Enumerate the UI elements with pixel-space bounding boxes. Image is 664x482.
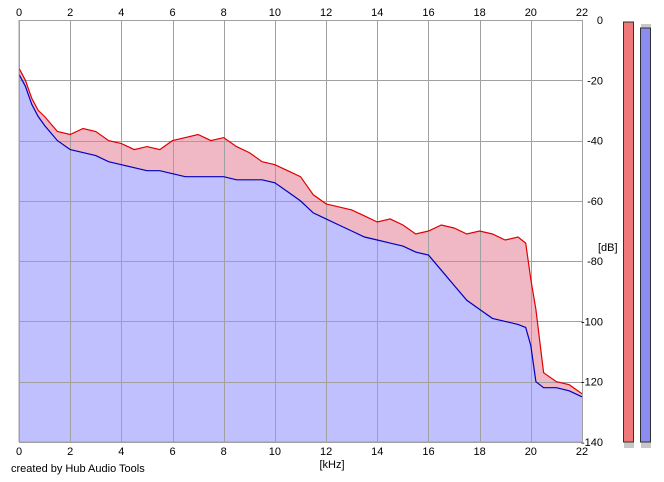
x-tick-label-top: 8 xyxy=(221,7,227,19)
x-tick-label-bottom: 10 xyxy=(269,446,281,458)
x-tick-label-bottom: 2 xyxy=(67,446,73,458)
x-tick-label-top: 14 xyxy=(371,7,383,19)
x-tick-label-bottom: 20 xyxy=(525,446,537,458)
x-tick-label-bottom: 8 xyxy=(221,446,227,458)
spectrum-fills xyxy=(19,68,582,443)
x-tick-label-bottom: 12 xyxy=(320,446,332,458)
level-meters xyxy=(623,21,651,448)
x-tick-label-bottom: 4 xyxy=(118,446,124,458)
series-2-line xyxy=(18,74,583,398)
x-tick-label-top: 22 xyxy=(576,7,588,19)
x-axis-label: [kHz] xyxy=(319,459,344,471)
y-tick-label: -60 xyxy=(587,196,603,208)
x-tick-label-top: 10 xyxy=(269,7,281,19)
y-tick-label: 0 xyxy=(597,15,603,27)
x-tick-label-top: 2 xyxy=(67,7,73,19)
x-tick-label-top: 0 xyxy=(16,7,22,19)
x-tick-label-top: 12 xyxy=(320,7,332,19)
y-tick-label: -100 xyxy=(581,316,603,328)
y-tick-label: -140 xyxy=(581,437,603,449)
x-tick-label-bottom: 22 xyxy=(576,446,588,458)
x-tick-label-top: 6 xyxy=(169,7,175,19)
x-tick-label-bottom: 18 xyxy=(474,446,486,458)
x-tick-label-top: 20 xyxy=(525,7,537,19)
series-1-line xyxy=(18,67,583,395)
level-meter-1-bar xyxy=(623,21,634,443)
x-tick-label-top: 16 xyxy=(422,7,434,19)
x-tick-label-bottom: 6 xyxy=(169,446,175,458)
y-tick-label: -20 xyxy=(587,75,603,87)
level-meter-2-bar xyxy=(640,27,651,443)
y-axis-label: [dB] xyxy=(598,242,618,254)
x-tick-label-bottom: 14 xyxy=(371,446,383,458)
y-tick-label: -120 xyxy=(581,377,603,389)
x-tick-label-bottom: 16 xyxy=(422,446,434,458)
y-tick-label: -80 xyxy=(587,256,603,268)
tick-labels: 002244668810101212141416161818202022220-… xyxy=(16,7,603,458)
series-2-area xyxy=(19,74,582,443)
credit-text: created by Hub Audio Tools xyxy=(11,463,145,475)
x-tick-label-top: 18 xyxy=(474,7,486,19)
x-tick-label-bottom: 0 xyxy=(16,446,22,458)
x-tick-label-top: 4 xyxy=(118,7,124,19)
y-tick-label: -40 xyxy=(587,136,603,148)
spectrum-lines xyxy=(18,67,583,398)
